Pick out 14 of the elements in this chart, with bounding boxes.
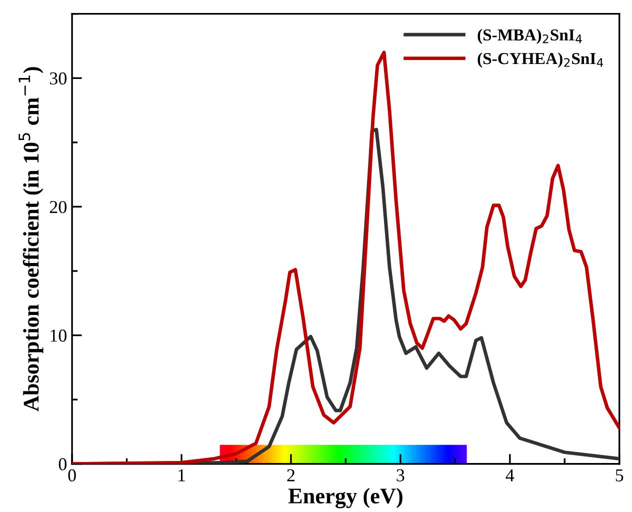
x-tick-label: 2	[287, 469, 294, 482]
x-tick-label: 0	[68, 469, 76, 482]
legend-label: (S-MBA)$_{2}$SnI$_{4}$	[478, 28, 582, 44]
x-tick-label: 3	[396, 469, 404, 482]
y-tick-label: 0	[58, 458, 66, 470]
y-tick-label: 20	[50, 200, 66, 214]
x-tick-label: 5	[616, 469, 624, 482]
y-tick-label: 10	[50, 330, 66, 342]
legend-label: (S-CYHEA)$_{2}$SnI$_{4}$	[478, 52, 604, 68]
x-tick-label: 1	[178, 469, 185, 482]
x-axis-title: Energy (eV)	[288, 488, 402, 508]
y-tick-label: 30	[50, 72, 66, 85]
x-tick-label: 4	[506, 469, 514, 482]
y-axis-title: Absorption coefficient (in 10$^{5}$ cm$^{−1}$)	[18, 67, 44, 412]
